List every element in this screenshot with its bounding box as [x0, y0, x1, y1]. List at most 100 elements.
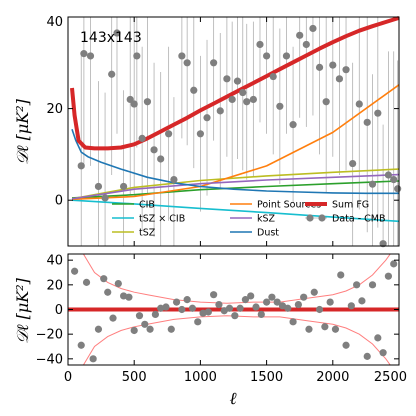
residual-point [257, 310, 265, 319]
residual-point [130, 326, 138, 335]
residual-point [167, 325, 175, 333]
residual-point [114, 280, 122, 288]
legend-label: CIB [139, 200, 155, 211]
top-panel: 0 20 40 143x143 CIB tSZ × CIB tSZ Point Sourc… [13, 15, 402, 248]
data-point [228, 95, 236, 104]
y-tick-label: 40 [46, 15, 63, 30]
residual-point [331, 325, 340, 333]
top-ticks: 0 20 40 [46, 15, 400, 246]
data-point [315, 63, 324, 71]
legend-label: Data - CMB [332, 214, 386, 225]
residual-point [125, 293, 133, 301]
data-point [289, 121, 297, 129]
top-y-axis-label: 𝒟ℓ [μK²] [13, 98, 32, 165]
data-point [276, 102, 284, 110]
legend-swatch [306, 214, 314, 222]
series-line-point-sources [71, 84, 400, 201]
data-point [101, 194, 109, 202]
envelope-upper [82, 254, 391, 304]
residual-point [188, 304, 197, 312]
residual-point [89, 355, 97, 363]
residual-point [194, 318, 202, 326]
bottom-plot-area [68, 254, 399, 365]
data-point [150, 146, 158, 154]
residual-point [231, 312, 239, 320]
residual-point [353, 281, 361, 289]
data-point [239, 88, 247, 97]
residual-point [225, 304, 234, 312]
legend-label: Sum FG [332, 200, 369, 211]
data-point [216, 107, 224, 115]
residual-point [71, 267, 79, 275]
residual-point [347, 302, 355, 310]
x-tick-label: 2000 [316, 370, 349, 385]
residual-point [305, 325, 313, 333]
y-tick-label: 20 [46, 102, 63, 117]
residual-point [77, 341, 85, 349]
y-tick-label: 20 [46, 278, 63, 293]
data-point [302, 40, 310, 49]
data-point [249, 95, 257, 104]
data-point [233, 77, 242, 85]
data-point [282, 52, 291, 60]
residual-point [390, 260, 398, 268]
residual-point [358, 297, 366, 305]
data-point [77, 162, 85, 170]
data-point [178, 52, 186, 60]
y-tick-label: 40 [46, 254, 63, 269]
x-tick-label: 500 [122, 370, 147, 385]
series-line-cib [71, 180, 400, 199]
x-axis-label: ℓ [229, 389, 236, 409]
residual-point [210, 291, 218, 299]
bottom-clipped-group [68, 254, 399, 365]
residual-point [94, 325, 103, 333]
residual-point [321, 323, 329, 331]
top-plot-area [70, 15, 402, 248]
data-point [138, 134, 146, 142]
data-point [165, 130, 173, 138]
residual-point [374, 334, 382, 342]
data-point [130, 100, 138, 108]
legend-label: Point Sources [257, 200, 321, 211]
residual-point [146, 325, 154, 333]
data-point [256, 40, 264, 49]
residual-point [215, 300, 223, 309]
data-point [335, 75, 344, 83]
data-point [309, 24, 317, 33]
data-point [296, 31, 304, 39]
residual-point [135, 312, 144, 320]
residual-point [337, 271, 345, 279]
y-tick-label: 0 [55, 303, 63, 318]
residual-point [172, 298, 181, 306]
residual-point [284, 304, 292, 312]
residual-point [183, 296, 191, 304]
y-tick-label: −20 [36, 328, 63, 343]
residual-point [141, 320, 149, 328]
residual-point [104, 288, 112, 296]
residual-point [384, 272, 393, 280]
data-point [170, 175, 178, 184]
bottom-panel: 0 500 1000 1500 2000 2500 40 20 0 −20 −40 𝒟ℓ [μK²]… [13, 253, 407, 409]
residual-point [294, 300, 302, 309]
x-tick-label: 2500 [374, 370, 407, 385]
data-point [183, 59, 191, 67]
data-point [329, 61, 337, 69]
bottom-y-axis-label: 𝒟ℓ [μK²] [13, 277, 32, 344]
data-point [384, 171, 393, 179]
y-tick-label: 0 [55, 194, 63, 209]
data-point [223, 75, 231, 83]
data-point [390, 175, 398, 184]
residual-point [315, 305, 324, 314]
envelope-lower [82, 315, 391, 365]
x-tick-label: 0 [64, 370, 72, 385]
x-tick-label: 1500 [250, 370, 283, 385]
data-point [269, 72, 277, 81]
series-line-ksz [71, 173, 400, 200]
data-point [143, 98, 152, 106]
residual-point [82, 278, 91, 286]
data-point [243, 98, 251, 106]
residual-point [162, 303, 170, 311]
data-point [349, 159, 357, 168]
data-point [113, 29, 121, 37]
legend-label: tSZ [139, 228, 156, 239]
